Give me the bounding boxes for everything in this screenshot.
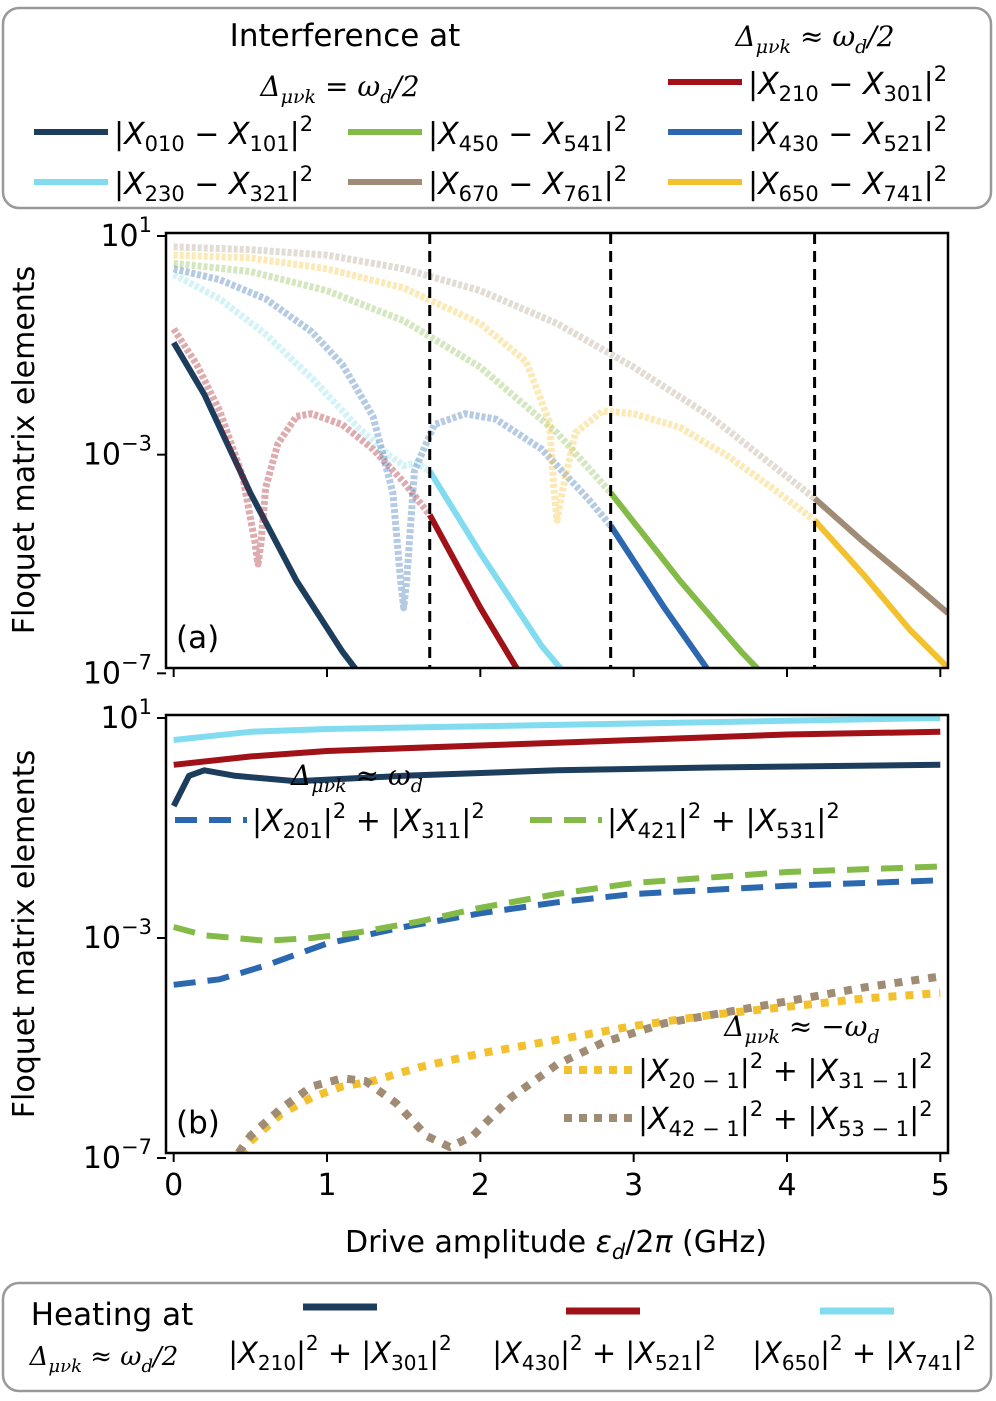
series-b2-solid [173,715,941,743]
legend-label-X20m1-X31m1: |X20 − 1|2 + |X31 − 1|2 [638,1049,933,1093]
panel-a-axes-frame [164,231,950,670]
series-X450_X541-solid [608,491,762,668]
panel-a-ylabel: Floquet matrix elements [7,266,42,634]
legend-label-X42m1-X53m1: |X42 − 1|2 + |X53 − 1|2 [638,1097,933,1141]
top-legend-frame [1,6,993,210]
y-tick-label: 10−3 [83,432,152,473]
approx-condition: Δμνk ≈ ωd/2 [734,20,894,58]
series-X010_X101-solid [171,341,359,668]
x-tick-label: 4 [777,1168,796,1203]
series-X670_X761-solid [812,496,948,616]
legend-label-X421-X531: |X421|2 + |X531|2 [607,799,840,843]
panel-b-ylabel: Floquet matrix elements [7,750,42,1118]
panel-b-xlabel: Drive amplitude εd/2π (GHz) [345,1225,767,1264]
legend-label-X450-X541: |X450 − X541|2 [428,112,627,156]
panel-b-label: (b) [176,1105,220,1141]
y-tick-label: 10−7 [83,1135,152,1176]
annotation-minus-omega-d: Δμνk ≈ −ωd [723,1010,879,1048]
bottom-legend-frame [1,1281,993,1393]
series-b3-dashed [173,877,941,988]
series-X430_X521-solid [608,524,711,668]
series-X230_X321-dash_faded [172,271,432,475]
y-tick-label: 101 [100,695,152,736]
series-X210_X301-dash_faded [170,327,433,568]
series-X650_X741-solid [812,518,948,668]
x-tick-label: 5 [931,1168,950,1203]
series-X210_X301-solid [427,513,521,668]
panel-b: 101 10−3 10−7 0 1 2 3 4 5 (b) Floquet matrix ele… [7,695,950,1264]
panel-a-series [170,243,948,668]
series-b5-dotted [237,989,941,1153]
bottom-legend: Heating at Δμνk ≈ ωd/2 |X210|2 + |X301|2… [1,1281,993,1393]
heating-title: Heating at [31,1297,193,1333]
panel-b-axes-frame [164,713,950,1155]
x-tick-label: 0 [164,1168,183,1203]
legend-label-X201-X311: |X201|2 + |X311|2 [252,799,485,843]
series-X430_X521-dash_faded [172,265,614,612]
y-tick-label: 10−7 [83,650,152,691]
series-X230_X321-solid [427,469,565,668]
series-b1-solid [173,728,941,768]
series-b0-solid [171,761,941,808]
x-tick-label: 3 [624,1168,643,1203]
top-legend: Interference at Δμνk = ωd/2 Δμνk ≈ ωd/2 … [1,6,993,210]
x-tick-label: 1 [317,1168,336,1203]
series-X650_X741-dash_faded [173,251,817,524]
y-tick-label: 10−3 [83,915,152,956]
panel-a: 101 10−3 10−7 (a) Floquet matrix elements [7,213,950,691]
series-X670_X761-dash_faded [173,243,817,502]
annotation-omega-d: Δμνk ≈ ωd [290,759,423,797]
panel-b-series [171,715,941,1153]
y-tick-label: 101 [100,213,152,254]
series-X450_X541-dash_faded [173,259,614,496]
interference-title: Interference at [230,18,461,54]
series-b4-dashed [172,863,941,944]
panel-b-ticks: 101 10−3 10−7 0 1 2 3 4 5 [83,695,950,1203]
panel-a-label: (a) [176,620,219,656]
series-b6-dotted [233,972,941,1153]
panel-a-dashed-markers [428,233,817,668]
legend-label-X650-X741: |X650 − X741|2 [748,162,947,206]
x-tick-label: 2 [471,1168,490,1203]
